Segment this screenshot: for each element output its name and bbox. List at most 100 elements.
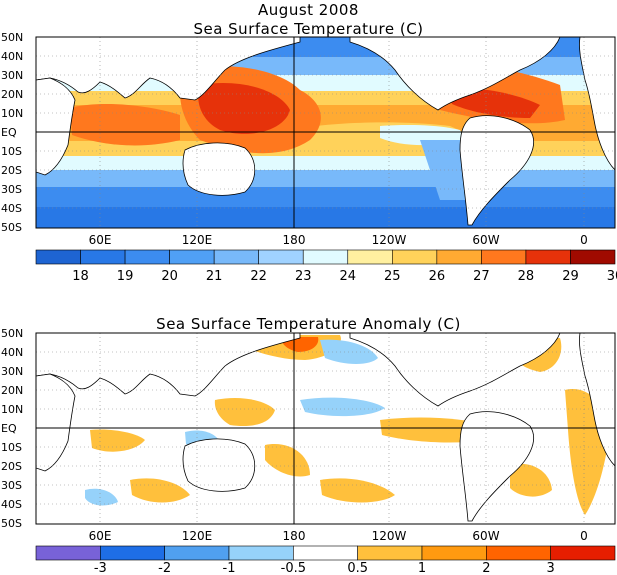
anomaly-patch-north-pacific [240,335,341,360]
sst-land [36,37,615,226]
sst-colorbar-labels: 18 19 20 21 22 23 24 25 26 27 28 29 30 [72,269,617,284]
sst-warm-pool-core [198,82,290,134]
sst-lat-label: 40S [1,202,22,215]
anomaly-lon-label: 180 [283,529,306,543]
anomaly-patch-south-atlantic [510,463,552,497]
anomaly-lon-label: 120W [372,529,407,543]
anomaly-lon-labels: 60E 120E 180 120W 60W 0 [89,529,588,543]
anomaly-lat-label: 40S [1,498,22,511]
anomaly-lon-label: 0 [580,529,588,543]
anomaly-lat-labels: 50N 40N 30N 20N 10N EQ 10S 20S 30S 40S 5… [1,327,23,530]
sst-lat-label: EQ [1,126,17,139]
anomaly-colorbar-label: -0.5 [281,561,306,575]
sst-land-australia [182,142,256,196]
anomaly-colorbar-labels: -3 -2 -1 -0.5 0.5 1 2 3 [94,561,555,575]
sst-colorbar-swatch [169,249,215,265]
anomaly-lat-label: 30S [1,479,22,492]
sst-colorbar-swatch [525,249,571,265]
anomaly-lat-label: 20N [1,384,23,397]
sst-lon-label: 60W [472,233,499,247]
sst-colorbar-label: 23 [295,269,312,284]
anomaly-patch-central-pacific [300,397,385,417]
sst-colorbar-label: 21 [206,269,223,284]
anomaly-lat-label: 10S [1,441,22,454]
sst-band-far-south [36,207,615,228]
anomaly-patch-south-indian [130,478,190,503]
anomaly-patch-east-atlantic [565,389,610,515]
anomaly-positive-patches [90,335,610,515]
anomaly-negative-patches [85,339,385,506]
anomaly-patch-indian [90,429,145,452]
sst-lat-label: 20S [1,164,22,177]
sst-colorbar-swatch [80,249,126,265]
anomaly-patch-indo-maritime [185,430,220,449]
sst-colorbar-label: 25 [384,269,401,284]
anomaly-land-south-america [459,411,534,522]
sst-colorbar-swatch [347,249,393,265]
anomaly-colorbar-swatch [293,545,358,561]
sst-colorbar-label: 29 [562,269,579,284]
anomaly-patch-ne-pacific [320,339,378,364]
anomaly-colorbar-label: 3 [547,561,555,575]
anomaly-colorbar-label: 1 [418,561,426,575]
sst-lon-label: 60E [89,233,112,247]
anomaly-colorbar-swatch [421,545,487,561]
sst-lat-label: 10S [1,145,22,158]
sst-colorbar-swatch [124,249,170,265]
anomaly-patch-south-pacific [320,478,395,503]
anomaly-colorbar [35,545,616,561]
sst-colorbar-label: 24 [339,269,356,284]
bottom-title: Sea Surface Temperature Anomaly (C) [156,315,461,333]
sst-indian-warm [70,104,180,146]
anomaly-patch-west-pacific [214,398,275,427]
sst-lat-label: 40N [1,50,23,63]
sst-colorbar-swatch [258,249,304,265]
anomaly-colorbar-swatch [35,545,101,561]
anomaly-land-africa [36,373,76,472]
anomaly-lat-label: 20S [1,460,22,473]
anomaly-map [36,333,615,524]
sst-grid [36,37,615,228]
anomaly-colorbar-label: -1 [223,561,236,575]
sst-map [36,37,615,228]
sst-colorbar-label: 22 [250,269,267,284]
sst-colorbar-label: 30 [607,269,617,284]
sst-colorbar [35,249,616,265]
sst-map-frame [35,36,616,229]
anomaly-colorbar-swatch [486,545,551,561]
top-title-variable: Sea Surface Temperature (C) [193,20,424,38]
anomaly-patch-aus-east [265,444,310,477]
anomaly-lat-label: 30N [1,365,23,378]
sst-land-eurasia [36,37,301,101]
sst-lat-label: 10N [1,107,23,120]
anomaly-lon-label: 60E [89,529,112,543]
sst-lat-label: 30S [1,183,22,196]
sst-lat-labels: 50N 40N 30N 20N 10N EQ 10S 20S 30S 40S 5… [1,31,23,234]
sst-colorbar-label: 26 [429,269,446,284]
anomaly-land-australia [182,438,256,492]
anomaly-lon-label: 120E [182,529,213,543]
sst-land-north-america [349,37,561,111]
sst-colorbar-label: 20 [161,269,178,284]
sst-colorbar-swatch [436,249,482,265]
anomaly-colorbar-label: 0.5 [347,561,368,575]
anomaly-colorbar-swatch [100,545,165,561]
sst-colorbar-swatch [213,249,259,265]
anomaly-land-eurasia [36,333,301,397]
sst-colorbar-swatch [392,249,438,265]
anomaly-land-north-america [349,333,561,407]
anomaly-lat-label: EQ [1,422,17,435]
top-title-month: August 2008 [258,1,359,19]
sst-lon-label: 0 [580,233,588,247]
sst-lon-label: 120W [372,233,407,247]
sst-colorbar-swatch [570,249,616,265]
anomaly-land-europe-africa-east [579,333,615,467]
sst-band-south [36,170,615,187]
anomaly-lat-label: 50S [1,517,22,530]
anomaly-lon-label: 60W [472,529,499,543]
anomaly-patch-south-west [85,488,118,506]
anomaly-colorbar-swatch [228,545,294,561]
anomaly-lat-label: 40N [1,346,23,359]
sst-land-south-america [459,115,534,226]
sst-colorbar-label: 18 [72,269,89,284]
